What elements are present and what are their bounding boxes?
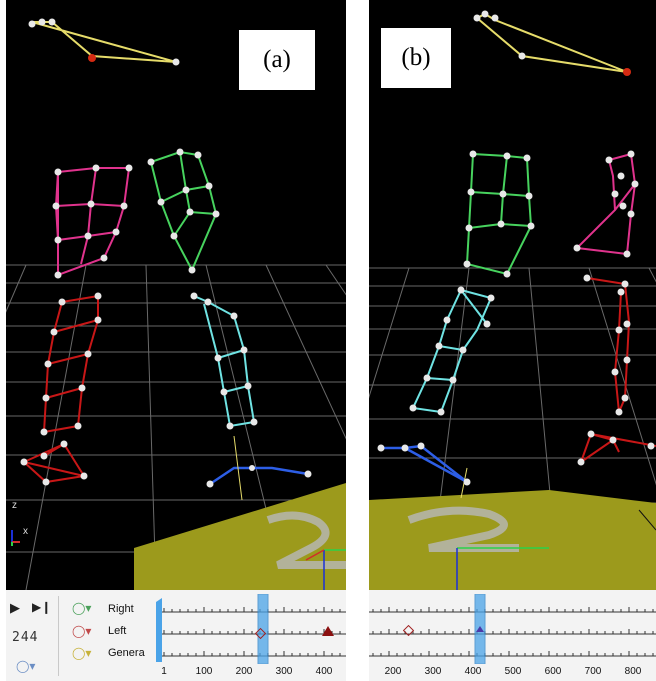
axis-tick: 400	[315, 666, 333, 677]
axis-tick: 800	[624, 666, 642, 677]
panel-label-a: (a)	[239, 30, 315, 90]
track-label-general: Genera	[108, 647, 145, 659]
marker-set-green	[463, 150, 535, 278]
axis-tick: 600	[544, 666, 562, 677]
key-marker-left	[402, 624, 415, 637]
axis-tick: 1	[161, 666, 167, 677]
floor-axes	[456, 547, 549, 590]
axis-tick: 300	[275, 666, 293, 677]
marker-set-cyan	[409, 286, 495, 416]
marker-set-cyan	[190, 292, 258, 430]
floor-plate	[369, 490, 656, 590]
key-marker-end	[322, 626, 334, 636]
floor-plate	[134, 483, 346, 590]
axis-tick: 700	[584, 666, 602, 677]
playhead-key	[476, 626, 484, 632]
scene-svg	[369, 10, 656, 590]
timeline-panel: ▶ ▶❙ 244 ◯▾ ◯▾ ◯▾ ◯▾ Right Left Genera 1…	[6, 590, 346, 681]
axis-tick: 400	[464, 666, 482, 677]
axis-tick: 200	[384, 666, 402, 677]
tag-right-icon[interactable]: ◯▾	[72, 601, 92, 615]
marker-set-red	[40, 292, 102, 436]
marker-set-blue	[377, 442, 471, 499]
timeline-panel: 200 300 400 500 600 700 800	[369, 590, 656, 681]
axis-gizmo	[11, 530, 20, 546]
marker-set-red-foot	[577, 430, 656, 466]
marker-set-green	[147, 148, 220, 274]
floor-axes	[305, 549, 346, 590]
marker-set-magenta	[52, 164, 133, 279]
gizmo-z-label: z	[12, 500, 17, 511]
floor-grid	[6, 264, 346, 590]
track-ruler[interactable]	[369, 594, 656, 664]
range-start-handle	[156, 598, 162, 662]
track-label-left: Left	[108, 625, 127, 637]
viewport-3d[interactable]	[369, 0, 656, 590]
scene-svg	[6, 18, 346, 590]
frame-counter: 244	[12, 630, 39, 645]
panel-label-b: (b)	[381, 28, 451, 88]
marker-set-red-foot	[20, 440, 88, 486]
step-forward-icon[interactable]: ▶❙	[32, 600, 52, 614]
marker-set-magenta	[573, 150, 639, 258]
playhead	[257, 594, 269, 664]
marker-set-yellow	[473, 10, 631, 76]
axis-tick: 500	[504, 666, 522, 677]
marker-set-blue	[206, 435, 312, 501]
marker-set-red	[583, 274, 631, 416]
axis-tick: 300	[424, 666, 442, 677]
tag-left-icon[interactable]: ◯▾	[72, 624, 92, 638]
floor-number	[266, 511, 346, 569]
tag-general-icon[interactable]: ◯▾	[72, 646, 92, 660]
track-label-right: Right	[108, 603, 134, 615]
axis-tick: 200	[235, 666, 253, 677]
floor-number	[407, 506, 519, 552]
key-marker-left	[254, 627, 267, 640]
track-ruler[interactable]	[156, 594, 346, 664]
timeline-divider	[58, 596, 59, 676]
viewport-3d[interactable]: z x	[6, 0, 346, 590]
marker-set-yellow	[28, 18, 180, 66]
play-icon[interactable]: ▶	[10, 600, 20, 615]
axis-tick: 100	[195, 666, 213, 677]
gizmo-x-label: x	[23, 526, 28, 537]
tag-filter-icon[interactable]: ◯▾	[16, 659, 36, 673]
floor-seam	[638, 509, 656, 531]
